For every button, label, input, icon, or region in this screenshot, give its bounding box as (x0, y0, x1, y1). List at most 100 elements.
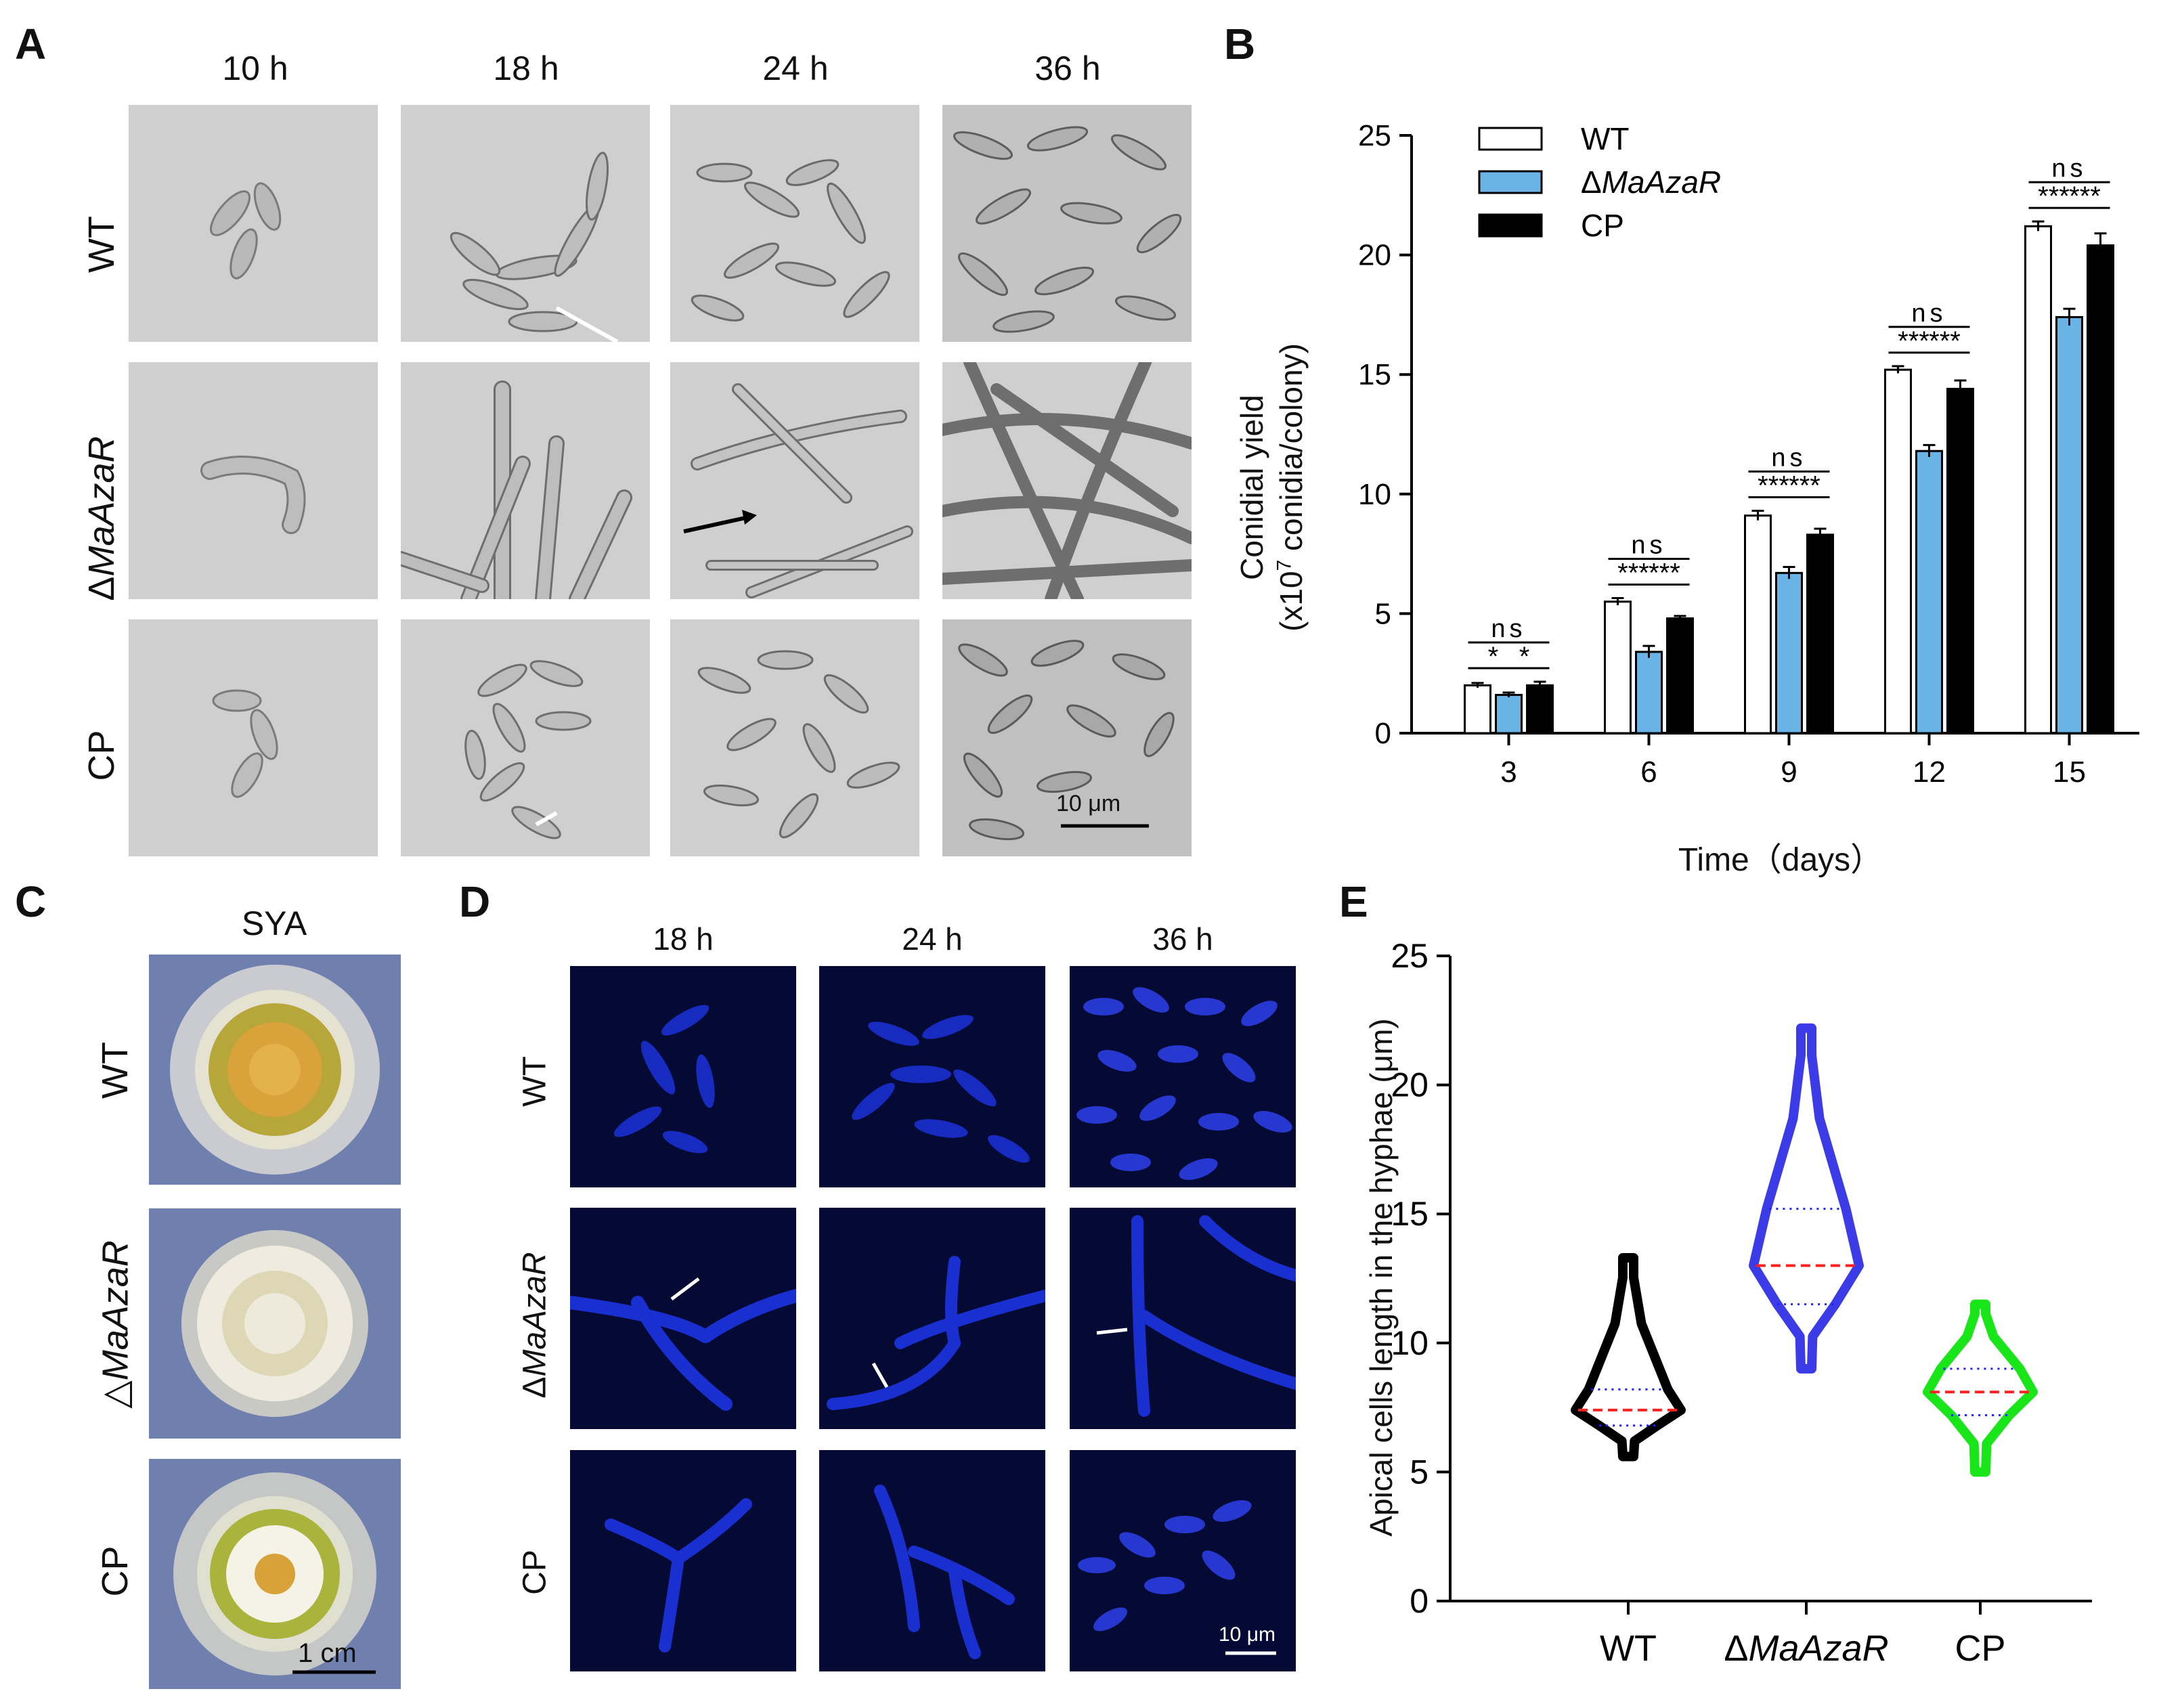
panel-b-bar-1-4 (2055, 315, 2083, 735)
panel-e-violin-1 (1749, 1023, 1864, 1374)
panel-b-label: B (1224, 20, 1256, 68)
panel-a-label: A (15, 20, 47, 68)
panel-b-sig-right-0: * (1519, 642, 1530, 672)
panel-e-xtick-label-0: WT (1600, 1628, 1657, 1669)
panel-b-bar-2-0 (1526, 684, 1554, 735)
panel-b-sig-ns-3: ns (1911, 299, 1946, 328)
micrograph-mutant-18h (401, 362, 650, 599)
panel-a-row-cp: CP (81, 730, 122, 781)
panel-b-bar-1-1 (1635, 651, 1663, 735)
colony-cp (149, 1459, 401, 1689)
panel-e-xtick-label-2: CP (1955, 1628, 2005, 1669)
micrograph-cp-18h (401, 619, 650, 856)
panel-b-legend-swatch-0 (1478, 127, 1543, 151)
panel-b-ytick-label-5: 25 (1358, 119, 1391, 152)
panel-b-xtick-label-4: 15 (2053, 756, 2086, 789)
panel-c-row-wt: WT (95, 1042, 135, 1099)
fluorescence-wt-24h (819, 966, 1045, 1187)
panel-b-sig-right-3: *** (1929, 326, 1961, 356)
panel-b-sig-ns-2: ns (1771, 444, 1806, 473)
panel-d-scale-bar-label: 10 μm (1219, 1623, 1275, 1646)
panel-a-row-wt: WT (81, 216, 122, 273)
panel-b-bar-2-1 (1666, 617, 1694, 735)
panel-b-sig-right-4: *** (2069, 181, 2101, 211)
fluorescence-cp-18h (570, 1450, 796, 1671)
panel-b-bar-1-0 (1495, 693, 1523, 735)
panel-b-ytick-label-0: 0 (1375, 717, 1391, 750)
panel-e-ylabel: Apical cells length in the hyphae (μm) (1364, 1018, 1399, 1537)
panel-a-time-10h: 10 h (222, 49, 288, 87)
panel-c-row-mutant: △MaAzaR (95, 1240, 136, 1409)
panel-b-ytick-label-1: 5 (1375, 597, 1391, 630)
micrograph-mutant-10h (129, 362, 378, 599)
panel-b-bar-0-0 (1464, 684, 1491, 735)
panel-b-xtick-label-3: 12 (1913, 756, 1946, 789)
panel-b-sig-left-4: *** (2038, 181, 2070, 211)
fluorescence-mutant-36h (1070, 1208, 1296, 1429)
panel-a-time-18h: 18 h (493, 49, 559, 87)
panel-a-scale-bar-label: 10 μm (1056, 791, 1121, 816)
panel-d-row-wt: WT (517, 1056, 553, 1107)
panel-c-scale-bar-label: 1 cm (298, 1638, 357, 1668)
panel-a-time-36h: 36 h (1034, 49, 1101, 87)
micrograph-cp-36h (942, 619, 1192, 856)
fluorescence-wt-18h (570, 966, 796, 1187)
micrograph-cp-10h (129, 619, 378, 856)
panel-b-xtick-label-2: 9 (1781, 756, 1797, 789)
panel-b-bar-0-3 (1884, 368, 1912, 735)
panel-b-bar-1-2 (1775, 571, 1803, 735)
panel-b-ylabel-line1: Conidial yield (1234, 395, 1269, 580)
panel-c-row-cp: CP (95, 1546, 135, 1597)
micrograph-wt-18h (401, 105, 650, 342)
panel-b-legend-label-0: WT (1581, 121, 1630, 156)
panel-b-sig-left-0: * (1488, 642, 1499, 672)
micrograph-wt-24h (670, 105, 919, 342)
panel-b-bar-0-2 (1744, 514, 1772, 735)
micrograph-wt-36h (942, 105, 1192, 342)
fluorescence-mutant-18h (570, 1208, 796, 1429)
panel-b-legend-label-1: ΔMaAzaR (1581, 165, 1721, 200)
panel-d-time-24h: 24 h (902, 921, 963, 957)
fluorescence-cp-24h (819, 1450, 1045, 1671)
panel-b-ytick-label-3: 15 (1358, 358, 1391, 391)
panel-b-bar-0-1 (1604, 600, 1632, 735)
panel-b-bar-0-4 (2024, 225, 2052, 735)
fluorescence-wt-36h (1070, 966, 1296, 1187)
panel-b-bar-2-4 (2087, 244, 2114, 735)
panel-a-time-24h: 24 h (762, 49, 829, 87)
panel-b-sig-left-2: *** (1758, 471, 1789, 501)
micrograph-mutant-36h (942, 362, 1192, 599)
panel-b-ytick-label-2: 10 (1358, 478, 1391, 511)
panel-e-xtick-label-1: ΔMaAzaR (1724, 1628, 1888, 1669)
panel-d-row-mutant: ΔMaAzaR (517, 1252, 553, 1399)
panel-b-sig-ns-0: ns (1491, 615, 1526, 643)
panel-d-label: D (459, 877, 491, 926)
panel-e-violin-0 (1571, 1253, 1686, 1462)
micrograph-mutant-24h (670, 362, 919, 599)
panel-d-time-18h: 18 h (653, 921, 714, 957)
panel-d-time-36h: 36 h (1152, 921, 1213, 957)
panel-b-xtick-label-1: 6 (1640, 756, 1657, 789)
panel-b-legend-swatch-2 (1478, 213, 1543, 238)
panel-b-ytick-label-4: 20 (1358, 239, 1391, 272)
panel-c-label: C (15, 877, 47, 926)
panel-e-ylabel-wrap: Apical cells length in the hyphae (μm) (1364, 1018, 1399, 1536)
panel-b-sig-left-1: *** (1617, 558, 1649, 588)
micrograph-wt-10h (129, 105, 378, 342)
panel-b-xtick-label-0: 3 (1500, 756, 1517, 789)
panel-b-sig-right-2: *** (1789, 471, 1820, 501)
fluorescence-cp-36h (1070, 1450, 1296, 1671)
panel-d-row-cp: CP (517, 1550, 553, 1595)
panel-e-label: E (1339, 877, 1368, 926)
panel-e-ytick-label-0: 0 (1410, 1582, 1429, 1620)
panel-b-bar-2-2 (1806, 533, 1834, 735)
colony-mutant (149, 1208, 401, 1439)
panel-b-sig-right-1: *** (1649, 558, 1680, 588)
panel-b-bar-1-3 (1915, 450, 1943, 735)
panel-b-legend-label-2: CP (1581, 208, 1624, 243)
panel-b-sig-ns-4: ns (2051, 154, 2087, 183)
colony-wt (149, 955, 401, 1185)
panel-b-bar-2-3 (1946, 387, 1974, 735)
panel-b-xlabel: Time（days） (1678, 842, 1883, 878)
